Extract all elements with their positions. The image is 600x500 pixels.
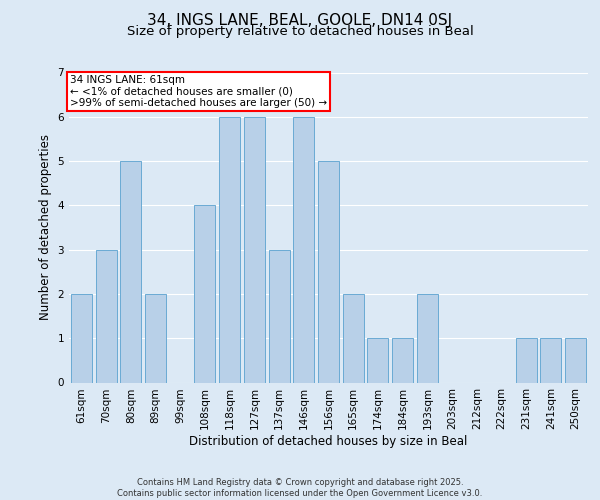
Bar <box>541 338 562 382</box>
Bar <box>417 294 438 382</box>
Bar <box>71 294 92 382</box>
Bar <box>219 117 240 382</box>
Bar <box>318 161 339 382</box>
Bar <box>367 338 388 382</box>
Bar <box>565 338 586 382</box>
Bar <box>95 250 116 382</box>
Bar <box>516 338 537 382</box>
Text: Contains HM Land Registry data © Crown copyright and database right 2025.
Contai: Contains HM Land Registry data © Crown c… <box>118 478 482 498</box>
Bar <box>269 250 290 382</box>
Bar <box>194 206 215 382</box>
Y-axis label: Number of detached properties: Number of detached properties <box>39 134 52 320</box>
Bar <box>343 294 364 382</box>
Bar <box>293 117 314 382</box>
Text: 34 INGS LANE: 61sqm
← <1% of detached houses are smaller (0)
>99% of semi-detach: 34 INGS LANE: 61sqm ← <1% of detached ho… <box>70 74 328 108</box>
Bar <box>120 161 141 382</box>
Bar <box>392 338 413 382</box>
Text: Size of property relative to detached houses in Beal: Size of property relative to detached ho… <box>127 25 473 38</box>
Bar <box>145 294 166 382</box>
Bar <box>244 117 265 382</box>
X-axis label: Distribution of detached houses by size in Beal: Distribution of detached houses by size … <box>190 435 467 448</box>
Text: 34, INGS LANE, BEAL, GOOLE, DN14 0SJ: 34, INGS LANE, BEAL, GOOLE, DN14 0SJ <box>148 12 452 28</box>
